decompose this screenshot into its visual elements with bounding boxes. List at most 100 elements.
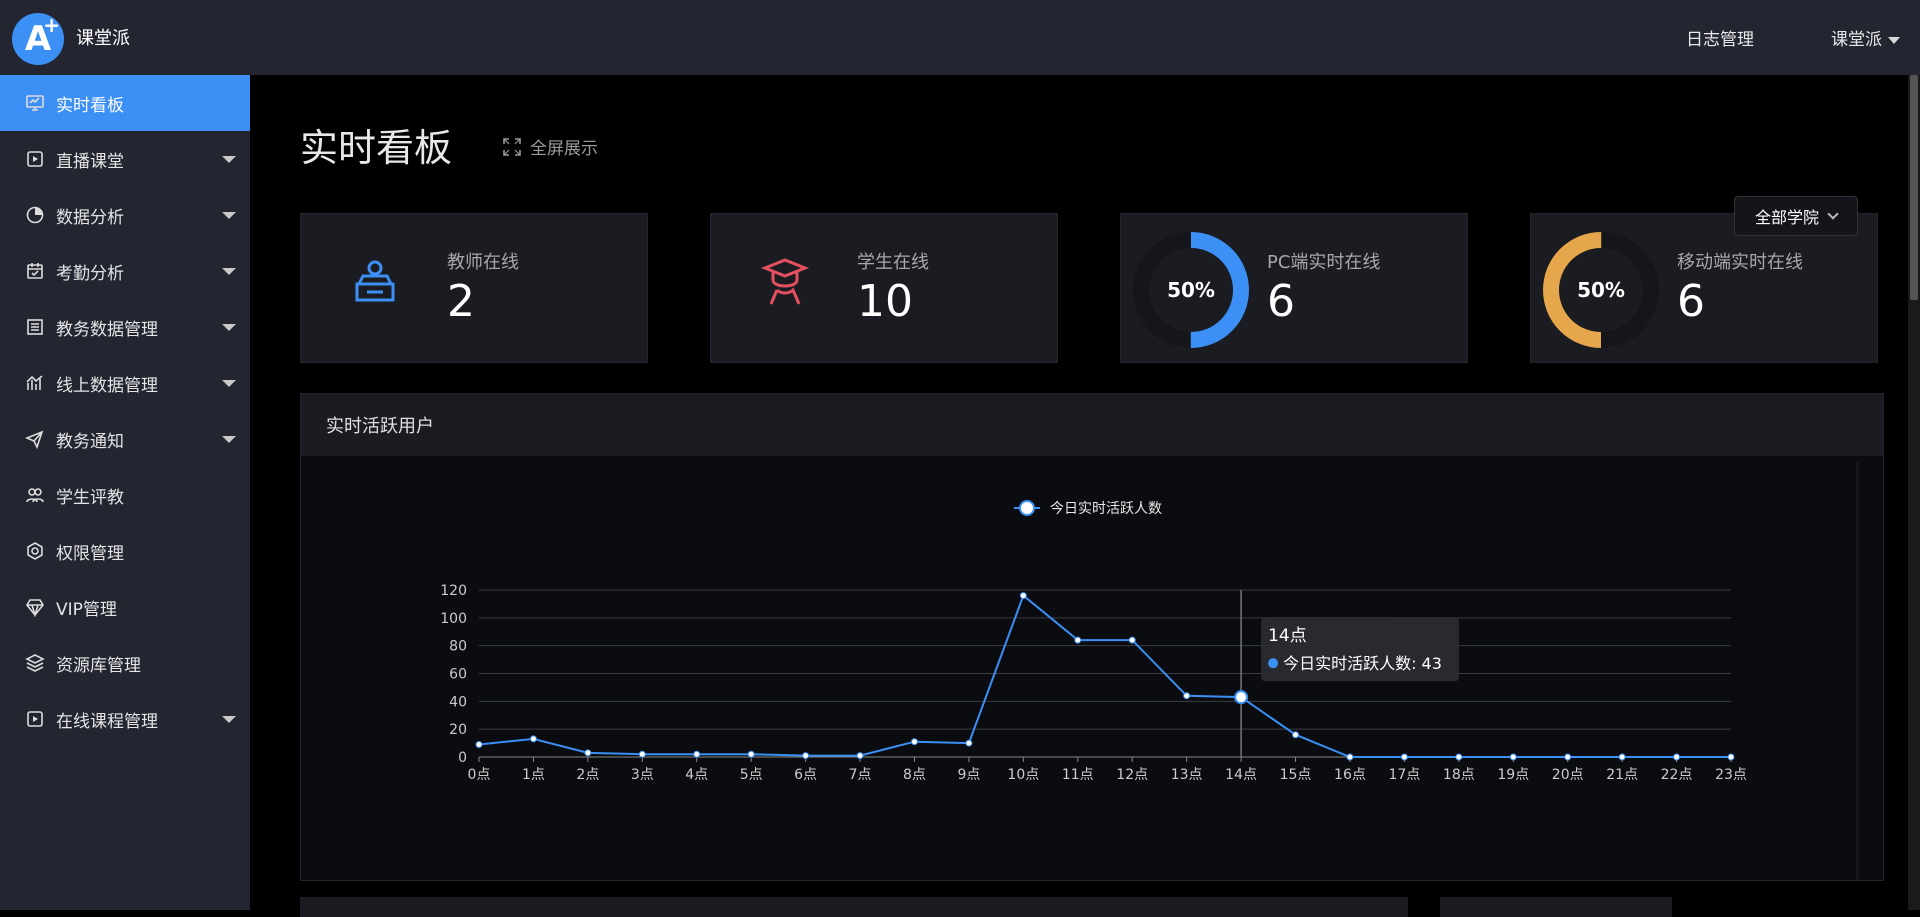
college-select-value: 全部学院	[1754, 208, 1819, 227]
mobile-ring-chart	[1543, 232, 1659, 348]
x-tick-label: 21点	[1606, 767, 1638, 783]
tooltip-title: 14点	[1268, 626, 1307, 646]
sidebar: 实时看板直播课堂数据分析考勤分析教务数据管理线上数据管理教务通知学生评教权限管理…	[0, 75, 250, 910]
x-tick-label: 7点	[849, 767, 872, 783]
sidebar-item-7[interactable]: 教务通知	[0, 411, 250, 467]
tooltip-value: 今日实时活跃人数: 43	[1283, 654, 1442, 673]
user-menu[interactable]: 课堂派	[1831, 25, 1900, 50]
active-users-panel: 实时活跃用户 0 20 40 60 80 100 120 0点 1点 2点 3点 4点 5点 6点 7点 8点…	[300, 393, 1884, 881]
chevron-down-icon	[1827, 207, 1839, 220]
pc-percent: 50%	[1167, 278, 1215, 302]
expand-icon	[503, 137, 521, 156]
x-tick-label: 23点	[1715, 767, 1747, 783]
bar-chart-icon	[24, 372, 46, 394]
sidebar-item-5[interactable]: 教务数据管理	[0, 299, 250, 355]
top-bar: A + 课堂派 日志管理 课堂派	[0, 0, 1920, 75]
sidebar-item-9[interactable]: 权限管理	[0, 523, 250, 579]
mobile-online-value: 6	[1677, 276, 1705, 327]
monitor-icon	[24, 92, 46, 114]
sidebar-item-4[interactable]: 考勤分析	[0, 243, 250, 299]
sidebar-item-label: VIP管理	[56, 599, 117, 620]
sidebar-item-label: 数据分析	[56, 207, 124, 228]
data-point	[1618, 753, 1626, 761]
data-point	[1128, 636, 1136, 644]
active-users-chart[interactable]: 0 20 40 60 80 100 120 0点 1点 2点 3点 4点 5点 6点 7点 8点 9点 10点 11…	[301, 456, 1885, 880]
sidebar-item-label: 直播课堂	[56, 151, 124, 172]
data-point	[638, 750, 646, 758]
sidebar-item-label: 线上数据管理	[56, 375, 158, 396]
diamond-icon	[24, 596, 46, 618]
x-tick-label: 4点	[685, 767, 708, 783]
sidebar-item-label: 权限管理	[56, 543, 124, 564]
sidebar-item-2[interactable]: 直播课堂	[0, 131, 250, 187]
data-point	[1727, 753, 1735, 761]
bottom-card-left	[300, 897, 1408, 917]
x-tick-label: 22点	[1661, 767, 1693, 783]
mobile-ring-arc	[1543, 232, 1659, 348]
scrollbar-thumb[interactable]	[1910, 75, 1918, 300]
sidebar-item-1[interactable]: 实时看板	[0, 75, 250, 131]
student-online-value: 10	[857, 276, 913, 327]
tooltip-box	[1261, 617, 1460, 682]
sidebar-item-6[interactable]: 线上数据管理	[0, 355, 250, 411]
pc-online-card: 50% PC端实时在线 6	[1120, 213, 1468, 363]
page-title: 实时看板	[300, 126, 453, 170]
x-tick-label: 15点	[1280, 767, 1312, 783]
legend-marker	[1019, 500, 1035, 516]
sidebar-item-3[interactable]: 数据分析	[0, 187, 250, 243]
x-tick-label: 6点	[794, 767, 817, 783]
chevron-down-icon[interactable]	[222, 156, 236, 163]
fullscreen-button[interactable]: 全屏展示	[502, 134, 598, 159]
data-point	[1509, 753, 1517, 761]
x-tick-label: 0点	[468, 767, 491, 783]
chevron-down-icon[interactable]	[222, 268, 236, 275]
play-icon	[24, 708, 46, 730]
data-point	[1564, 753, 1572, 761]
x-tick-label: 10点	[1007, 767, 1039, 783]
teacher-online-card: 教师在线 2	[300, 213, 648, 363]
pie-icon	[24, 204, 46, 226]
logo-icon[interactable]: A +	[12, 13, 64, 65]
teacher-icon	[355, 260, 395, 302]
data-point	[1183, 692, 1191, 700]
x-tick-label: 1点	[522, 767, 545, 783]
chevron-down-icon[interactable]	[222, 212, 236, 219]
play-icon	[24, 148, 46, 170]
x-tick-label: 9点	[957, 767, 980, 783]
sidebar-item-label: 实时看板	[56, 95, 124, 116]
data-point	[747, 750, 755, 758]
sidebar-item-label: 学生评教	[56, 487, 124, 508]
data-point	[1673, 753, 1681, 761]
teacher-online-value: 2	[447, 276, 475, 327]
pc-ring-chart	[1133, 232, 1249, 348]
legend-label: 今日实时活跃人数	[1050, 501, 1162, 517]
y-tick-label: 100	[440, 611, 467, 627]
sidebar-item-8[interactable]: 学生评教	[0, 467, 250, 523]
page-scrollbar[interactable]	[1908, 75, 1920, 910]
sidebar-item-12[interactable]: 在线课程管理	[0, 691, 250, 747]
chevron-down-icon[interactable]	[222, 380, 236, 387]
calendar-icon	[24, 260, 46, 282]
log-management-link[interactable]: 日志管理	[1686, 30, 1754, 50]
x-tick-label: 18点	[1443, 767, 1475, 783]
y-tick-label: 80	[449, 639, 467, 655]
mobile-online-label: 移动端实时在线	[1677, 252, 1803, 273]
college-select[interactable]: 全部学院	[1734, 196, 1858, 236]
data-point	[910, 738, 918, 746]
sidebar-item-10[interactable]: VIP管理	[0, 579, 250, 635]
x-tick-label: 8点	[903, 767, 926, 783]
sidebar-item-11[interactable]: 资源库管理	[0, 635, 250, 691]
data-point	[693, 750, 701, 758]
data-point	[1346, 753, 1354, 761]
x-tick-label: 11点	[1062, 767, 1094, 783]
chevron-down-icon[interactable]	[222, 324, 236, 331]
sidebar-item-label: 考勤分析	[56, 263, 124, 284]
settings-icon	[24, 540, 46, 562]
chevron-down-icon[interactable]	[222, 716, 236, 723]
chevron-down-icon[interactable]	[222, 436, 236, 443]
x-tick-label: 5点	[740, 767, 763, 783]
data-point	[584, 749, 592, 757]
y-tick-label: 20	[449, 722, 467, 738]
data-point	[802, 752, 810, 760]
panel-scrollbar[interactable]	[1856, 462, 1859, 880]
